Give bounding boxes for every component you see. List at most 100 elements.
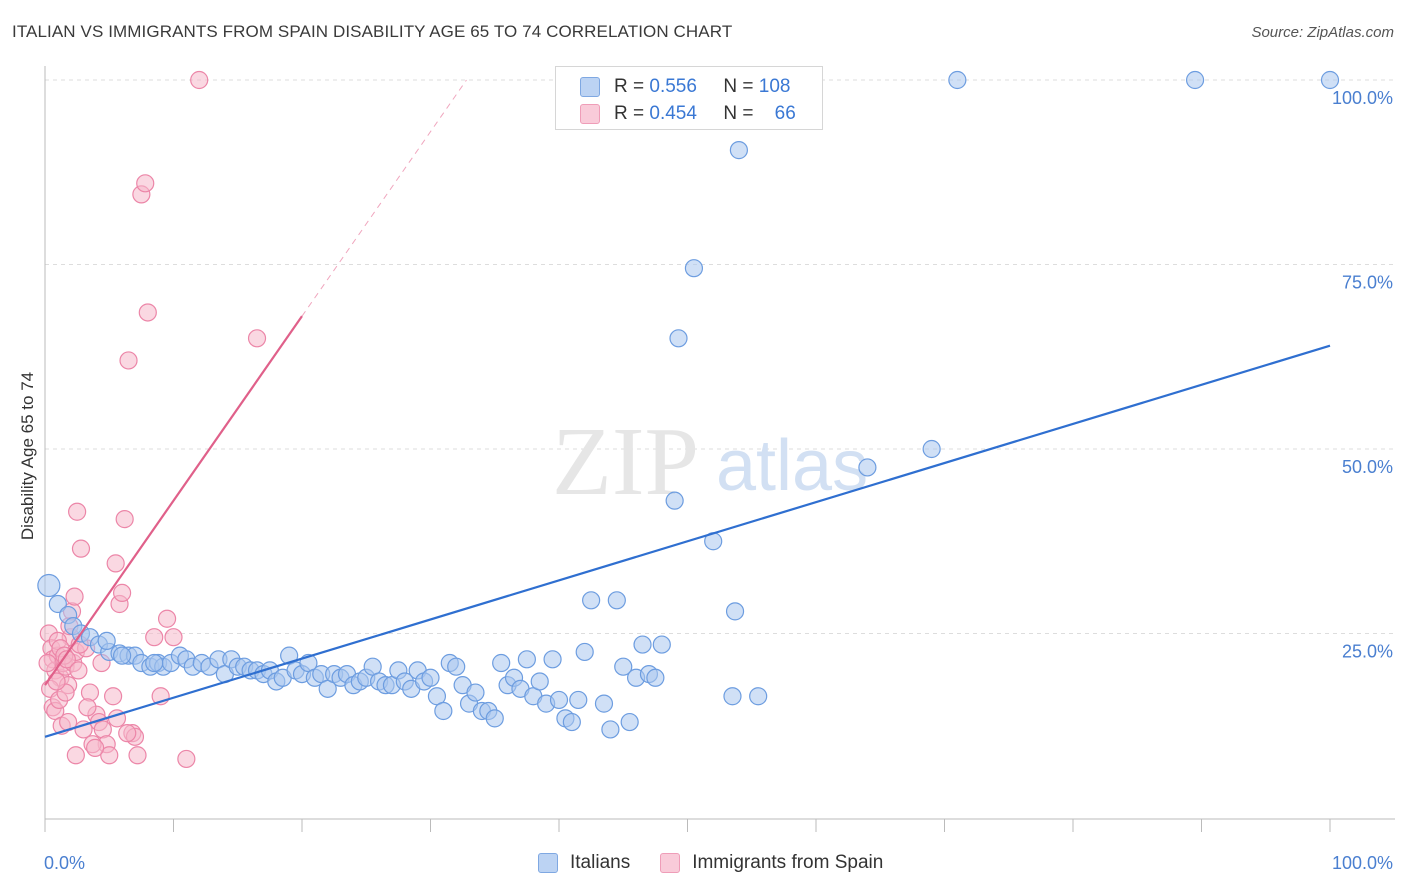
legend-r-value: 0.556 [649, 76, 697, 97]
spain-point [247, 329, 267, 348]
italians-point [492, 653, 511, 673]
watermark-atlas: atlas [716, 426, 868, 506]
italians-point [447, 657, 466, 676]
italians-point [97, 631, 116, 650]
italians-point [607, 591, 626, 610]
italians-point [112, 646, 132, 665]
italians-point [620, 712, 639, 732]
y-tick-label: 50.0% [1342, 457, 1393, 477]
italians-point [37, 573, 61, 598]
italians-point [582, 591, 601, 610]
italians-point [530, 672, 549, 691]
legend-item-spain[interactable]: Immigrants from Spain [660, 852, 883, 874]
y-tick-label: 75.0% [1342, 273, 1393, 293]
series-immigrants-from-spain [38, 70, 267, 769]
spain-point [80, 683, 100, 702]
spain-point [164, 628, 183, 647]
italians-point [466, 683, 485, 702]
trendline-spain-extension [301, 79, 467, 317]
spain-point [119, 351, 138, 370]
italians-point [684, 259, 704, 278]
italians-point [485, 709, 504, 728]
italians-point [575, 642, 594, 662]
spain-point [157, 609, 177, 628]
spain-point [138, 303, 157, 322]
legend-label-italians: Italians [570, 852, 631, 873]
italians-point [434, 701, 453, 721]
italians-point [1185, 70, 1205, 90]
x-tick-label: 0.0% [44, 853, 85, 873]
spain-point [145, 628, 164, 647]
italians-point [858, 458, 877, 477]
spain-point [177, 749, 196, 769]
legend-swatch-italians [538, 853, 558, 873]
legend-n-value: 108 [758, 76, 791, 97]
italians-point [652, 635, 671, 654]
trendline-italians [44, 344, 1331, 738]
italians-point [562, 712, 581, 732]
spain-point [136, 174, 155, 193]
spain-point [71, 539, 91, 558]
legend-n-label: N = [723, 76, 754, 97]
y-axis-label: Disability Age 65 to 74 [18, 372, 37, 540]
italians-point [145, 653, 164, 673]
italians-point [749, 687, 768, 706]
legend-r-label: R = [614, 103, 645, 124]
italians-point [1320, 70, 1340, 90]
spain-point [68, 502, 87, 521]
italians-point [948, 70, 967, 90]
italians-point [725, 602, 745, 621]
legend-swatch-spain [660, 853, 681, 873]
legend-item-italians[interactable]: Italians [538, 852, 630, 874]
source-note: Source: ZipAtlas.com [1251, 24, 1394, 41]
spain-point [118, 724, 137, 743]
legend-r-value: 0.454 [649, 103, 697, 124]
legend-swatch-pink [580, 104, 600, 124]
series-italians [37, 70, 1340, 739]
spain-point [57, 650, 76, 669]
legend-n-label: N = [723, 103, 754, 124]
spain-point [106, 554, 125, 573]
spain-point [86, 738, 105, 757]
italians-point [614, 657, 633, 676]
trendline-spain [44, 315, 303, 686]
tick-labels: 25.0% 50.0% 75.0% 100.0% 0.0% 100.0% [44, 88, 1393, 873]
chart-title: ITALIAN VS IMMIGRANTS FROM SPAIN DISABIL… [12, 22, 733, 41]
italians-point [543, 650, 562, 669]
legend-label-spain: Immigrants from Spain [692, 852, 884, 873]
italians-point [729, 141, 749, 160]
spain-point [104, 687, 123, 706]
italians-point [517, 650, 536, 669]
legend-row-spain: R = 0.454 N = 66 [580, 102, 796, 126]
italians-point [633, 635, 652, 654]
legend-swatch-blue [580, 77, 600, 97]
legend-n-value: 66 [774, 103, 796, 124]
spain-point [74, 720, 93, 739]
italians-point [601, 720, 620, 739]
series-legend: Italians Immigrants from Spain [538, 852, 913, 874]
correlation-legend: R = 0.556 N = 108 R = 0.454 N = 66 [555, 66, 823, 130]
trendlines [44, 79, 1331, 738]
italians-point [594, 694, 614, 713]
x-tick-label: 100.0% [1332, 853, 1393, 873]
spain-point [190, 70, 209, 90]
spain-point [38, 653, 57, 673]
spain-point [69, 661, 88, 680]
y-tick-label: 25.0% [1342, 642, 1393, 662]
italians-point [723, 687, 742, 706]
italians-point [922, 439, 941, 459]
italians-point [48, 594, 67, 614]
legend-r-label: R = [614, 76, 645, 97]
spain-point [128, 746, 147, 765]
spain-point [65, 587, 84, 606]
italians-point [646, 668, 665, 687]
spain-point [66, 746, 85, 765]
spain-point [78, 698, 97, 717]
italians-point [669, 329, 688, 348]
italians-point [569, 690, 588, 710]
spain-point [100, 746, 119, 765]
spain-point [115, 510, 134, 529]
y-tick-label: 100.0% [1332, 88, 1393, 108]
italians-point [549, 690, 569, 710]
